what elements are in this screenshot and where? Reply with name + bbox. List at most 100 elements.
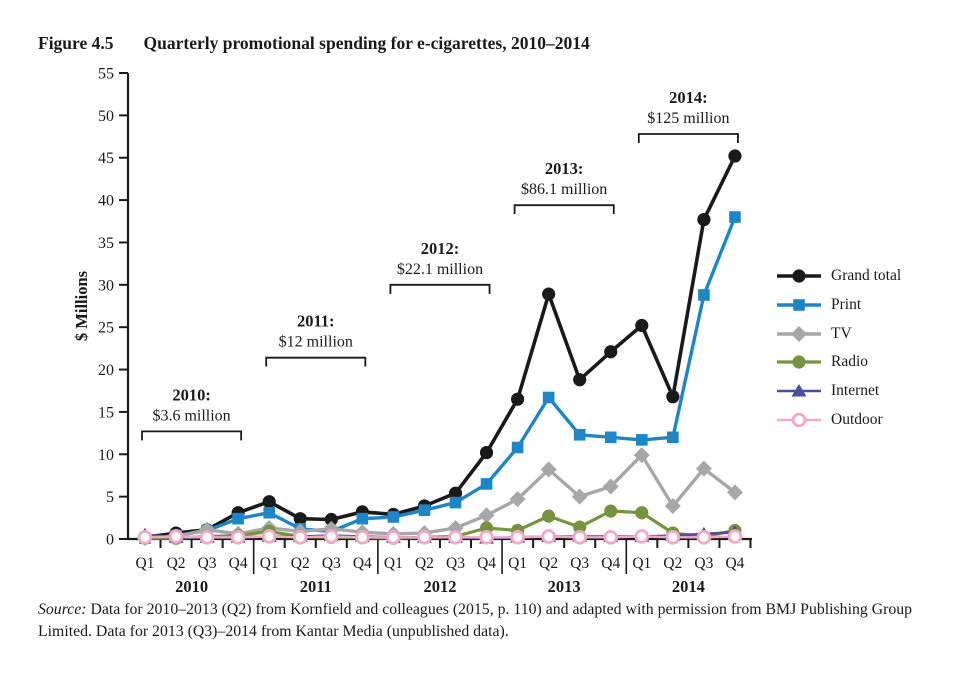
data-point — [479, 530, 494, 545]
data-point — [572, 530, 587, 545]
annotation-2014: 2014: $125 million — [637, 88, 739, 144]
legend-marker-outdoor — [777, 412, 821, 428]
x-tick-label: Q1 — [260, 555, 279, 572]
y-tick-label: 40 — [98, 193, 114, 210]
data-point — [324, 512, 338, 527]
x-tick-label: Q2 — [663, 555, 682, 572]
legend-item-internet: Internet — [776, 382, 901, 400]
source-note: Source: Data for 2010–2013 (Q2) from Kor… — [38, 599, 940, 644]
x-tick-label: Q3 — [446, 555, 465, 572]
x-tick-label: Q1 — [384, 555, 403, 572]
figure-title: Quarterly promotional spending for e-cig… — [143, 33, 590, 53]
data-point — [448, 486, 463, 500]
x-tick-label: Q2 — [539, 555, 558, 572]
annotation-bracket — [637, 133, 739, 144]
data-point — [697, 212, 711, 227]
data-point — [511, 441, 524, 454]
annotation-bracket — [513, 204, 615, 215]
data-point — [636, 434, 648, 446]
data-point — [261, 529, 277, 544]
data-point — [199, 530, 215, 545]
legend-label-tv: TV — [831, 324, 852, 342]
data-point — [666, 390, 680, 404]
x-tick-label: Q1 — [508, 555, 527, 572]
legend-marker-grand-total — [777, 269, 821, 283]
data-point — [230, 530, 246, 545]
x-tick-label: Q4 — [725, 555, 744, 572]
data-point — [542, 287, 556, 301]
annotation-bracket — [389, 283, 491, 294]
data-point — [137, 530, 153, 545]
legend-label-grand-total: Grand total — [831, 267, 902, 285]
source-text: Data for 2010–2013 (Q2) from Kornfield a… — [38, 601, 913, 641]
data-point — [604, 345, 618, 359]
annotation-2010: 2010: $3.6 million — [141, 385, 243, 441]
annotation-amount: $3.6 million — [152, 407, 230, 424]
data-point — [542, 509, 556, 523]
data-point — [542, 391, 555, 404]
y-tick-label: 20 — [98, 362, 114, 379]
annotation-amount: $22.1 million — [397, 261, 483, 278]
y-tick-label: 0 — [106, 532, 114, 549]
year-label: 2013 — [548, 577, 581, 596]
y-tick-label: 25 — [98, 320, 114, 337]
data-point — [635, 318, 649, 333]
annotation-year: 2010: — [172, 385, 211, 404]
series-grand-total — [138, 149, 742, 544]
y-tick-label: 55 — [98, 66, 114, 83]
data-point — [573, 428, 586, 441]
annotation-year: 2012: — [421, 239, 460, 258]
annotation-bracket — [265, 356, 367, 367]
annotation-2012: 2012: $22.1 million — [389, 239, 491, 294]
data-point — [262, 495, 276, 509]
legend-marker-radio — [777, 355, 821, 370]
data-point — [791, 325, 807, 342]
legend-label-outdoor: Outdoor — [831, 410, 883, 428]
annotation-bracket — [141, 430, 243, 441]
data-point — [509, 491, 526, 508]
data-point — [695, 460, 712, 477]
data-point — [727, 529, 743, 544]
data-point — [448, 530, 463, 545]
data-point — [263, 506, 275, 519]
legend-item-tv: TV — [776, 325, 901, 343]
data-point — [792, 355, 806, 370]
y-tick-label: 30 — [98, 277, 114, 294]
data-point — [635, 506, 649, 520]
source-label: Source: — [38, 601, 87, 618]
figure-label: Figure 4.5 — [38, 33, 114, 53]
data-point — [386, 530, 401, 545]
data-point — [664, 497, 681, 514]
legend-label-radio: Radio — [831, 353, 869, 371]
data-point — [571, 488, 588, 505]
data-point — [573, 520, 587, 534]
annotation-amount: $125 million — [647, 110, 729, 127]
annotation-2013: 2013: $86.1 million — [513, 159, 615, 215]
series-line-grand-total — [144, 155, 737, 540]
data-point — [633, 447, 650, 464]
y-tick-label: 10 — [98, 447, 114, 464]
data-point — [510, 530, 525, 545]
series-line-tv — [144, 453, 737, 540]
x-tick-label: Q4 — [353, 555, 372, 572]
data-point — [510, 392, 525, 406]
x-tick-label: Q2 — [415, 555, 434, 572]
series-print — [139, 211, 741, 544]
year-label: 2014 — [672, 577, 705, 596]
x-tick-label: Q3 — [322, 555, 341, 572]
data-point — [292, 530, 308, 545]
y-tick-label: 35 — [98, 235, 114, 252]
data-point — [634, 529, 650, 544]
data-point — [232, 512, 244, 525]
series-tv — [137, 447, 743, 547]
x-tick-label: Q4 — [477, 555, 496, 572]
x-tick-label: Q3 — [198, 555, 217, 572]
data-point — [293, 512, 307, 526]
year-label: 2010 — [175, 577, 208, 596]
y-tick-label: 50 — [98, 108, 114, 125]
data-point — [791, 412, 807, 428]
annotation-year: 2014: — [669, 88, 708, 107]
data-point — [792, 269, 806, 283]
